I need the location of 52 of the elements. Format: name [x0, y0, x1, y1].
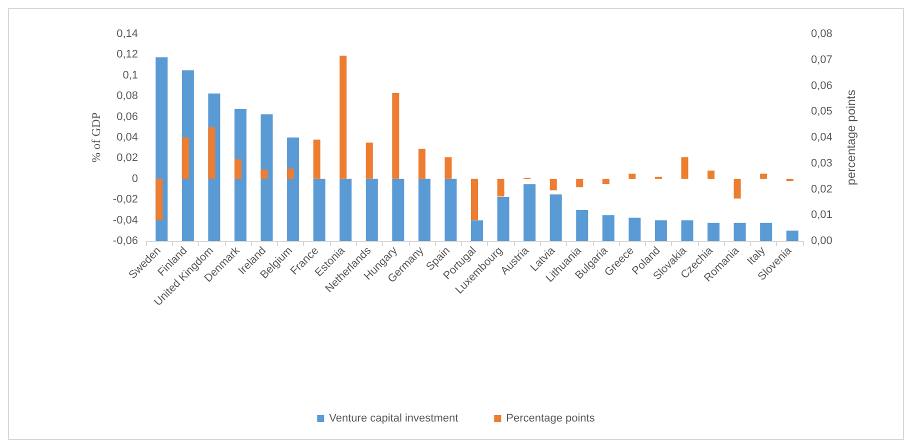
y-tick-label: 0,04: [116, 132, 138, 144]
y-tick-label: 0,08: [116, 90, 138, 102]
y-tick-label: 0,02: [116, 152, 138, 164]
bar: [208, 127, 216, 179]
y-tick-label: 0,06: [116, 110, 138, 123]
bar: [760, 222, 772, 241]
bar: [156, 178, 163, 220]
bar: [234, 159, 242, 179]
bar: [550, 178, 557, 190]
y2-tick-label: 0,00: [811, 235, 832, 247]
bar: [734, 178, 741, 199]
bar: [708, 222, 720, 241]
bar: [524, 184, 536, 241]
bar: [602, 178, 610, 184]
y2-tick-label: 0,04: [811, 132, 832, 144]
y2-tick-label: 0,05: [811, 106, 832, 118]
y2-axis-title: percentage points: [844, 90, 858, 186]
y2-tick-label: 0,08: [811, 28, 832, 40]
bar: [628, 174, 636, 179]
bar: [550, 194, 562, 241]
y-tick-label: -0,02: [112, 194, 138, 206]
bar: [576, 178, 584, 188]
bar: [760, 174, 768, 179]
bar: [182, 138, 189, 179]
y2-tick-label: 0,03: [811, 157, 832, 170]
bar: [234, 109, 246, 241]
bar: [628, 218, 641, 241]
legend-label: Venture capital investment: [329, 412, 458, 424]
bar: [287, 168, 294, 179]
bar: [576, 210, 588, 241]
y-tick-label: 0,14: [116, 28, 138, 40]
bar: [287, 138, 300, 241]
y2-tick-label: 0,01: [811, 209, 832, 222]
y-axis-title: % of GDP: [89, 112, 104, 162]
y-tick-label: -0,04: [112, 214, 138, 226]
y2-tick-label: 0,06: [811, 80, 832, 92]
y-tick-label: 0,1: [122, 69, 138, 82]
y2-tick-label: 0,02: [811, 183, 832, 196]
bar: [654, 220, 667, 241]
bar: [260, 114, 273, 241]
bar: [681, 220, 694, 241]
y-tick-label: 0: [132, 172, 138, 185]
y2-tick-label: 0,07: [811, 54, 832, 66]
bar: [260, 170, 268, 179]
legend-label: Percentage points: [506, 412, 596, 424]
bar: [681, 157, 688, 179]
bar: [786, 230, 798, 241]
y-tick-label: 0,12: [116, 48, 138, 61]
bar: [734, 222, 746, 241]
bar: [708, 170, 715, 179]
y-tick-label: -0,06: [112, 235, 138, 247]
bar: [602, 215, 614, 241]
